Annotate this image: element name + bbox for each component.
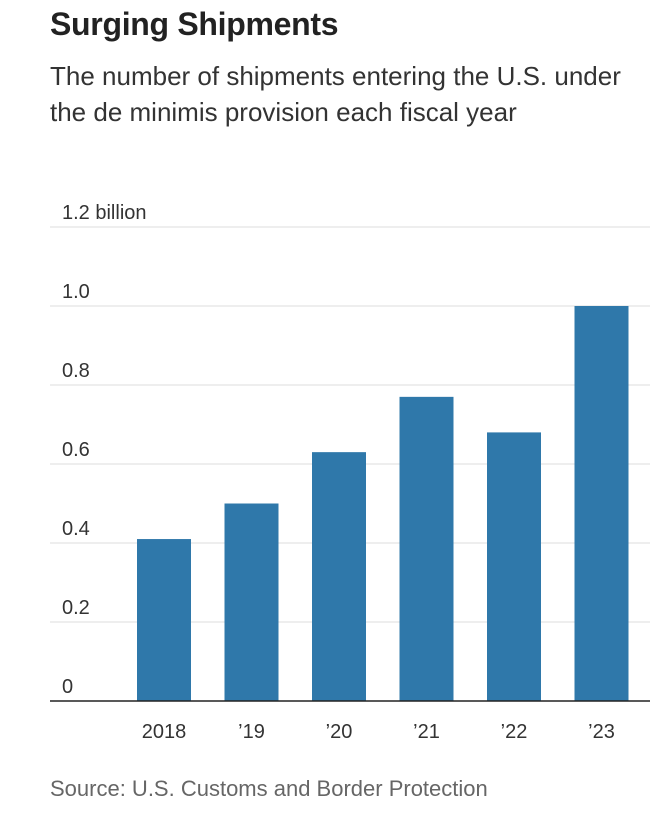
x-tick-label: ’19 (238, 721, 265, 743)
bar-1 (224, 503, 279, 701)
x-tick-label: ’22 (501, 721, 528, 743)
x-tick-label: 2018 (142, 721, 187, 743)
y-tick-label: 0 (62, 676, 73, 698)
chart-title: Surging Shipments (50, 6, 339, 42)
y-axis-labels: 0 0.2 0.4 0.6 0.8 1.0 1.2 billion (62, 202, 147, 698)
y-tick-label: 1.2 billion (62, 202, 147, 224)
x-axis-labels: 2018 ’19 ’20 ’21 ’22 ’23 (142, 721, 615, 743)
chart-subtitle: The number of shipments entering the U.S… (50, 61, 621, 127)
y-tick-label: 0.6 (62, 439, 90, 461)
bar-3 (399, 396, 454, 701)
x-tick-label: ’23 (588, 721, 615, 743)
y-tick-label: 0.8 (62, 360, 90, 382)
y-tick-label: 1.0 (62, 281, 90, 303)
bar-4 (487, 432, 541, 701)
bar-2 (312, 452, 366, 701)
x-tick-label: ’21 (413, 721, 440, 743)
bar-0 (137, 539, 191, 701)
bar-5 (574, 306, 629, 701)
source-note: Source: U.S. Customs and Border Protecti… (50, 776, 488, 801)
y-tick-label: 0.4 (62, 518, 90, 540)
bars (137, 306, 629, 701)
y-tick-label: 0.2 (62, 597, 90, 619)
x-tick-label: ’20 (326, 721, 353, 743)
